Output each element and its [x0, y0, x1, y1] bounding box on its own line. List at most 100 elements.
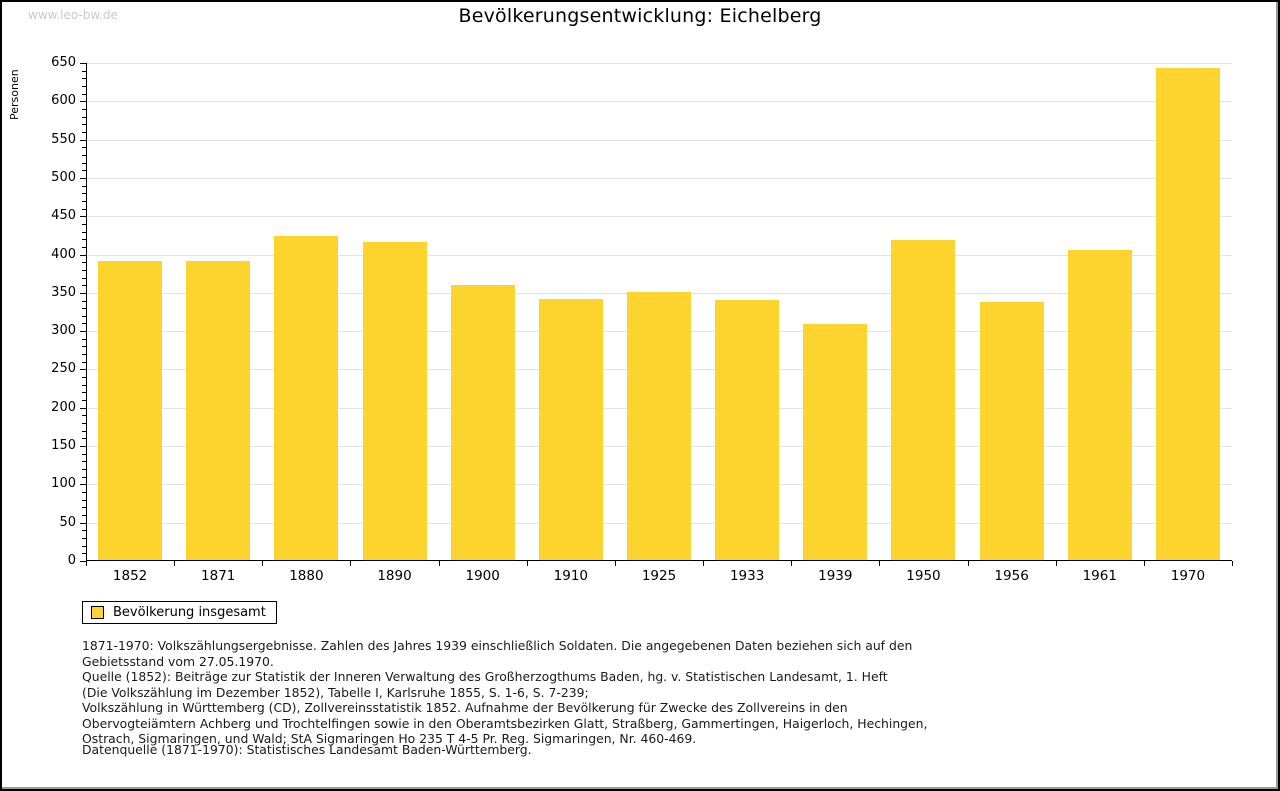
y-axis-minor-tick: [82, 377, 86, 379]
x-axis-tick: [262, 561, 264, 566]
x-axis-category-label: 1933: [729, 568, 765, 584]
y-axis-minor-tick: [82, 193, 86, 195]
y-axis-minor-tick: [82, 461, 86, 463]
bar: [98, 260, 163, 560]
y-axis-tick-label: 400: [51, 246, 76, 262]
x-axis-category-label: 1939: [818, 568, 853, 584]
footnotes: 1871-1970: Volkszählungsergebnisse. Zahl…: [82, 638, 927, 747]
y-axis-tick: [80, 522, 86, 524]
y-axis-tick: [80, 561, 86, 562]
y-axis-minor-tick: [82, 469, 86, 471]
x-axis-tick: [438, 561, 440, 566]
y-axis-tick: [80, 331, 86, 333]
y-axis-minor-tick: [82, 346, 86, 348]
y-axis-tick-label: 600: [51, 93, 76, 109]
plot-area: 0 50 100 150 200 250 300 350 400 450 500 550 600 650 1…: [51, 55, 1233, 584]
x-axis-category-label: 1852: [112, 568, 148, 584]
footnote-line: Gebietsstand vom 27.05.1970.: [82, 653, 274, 669]
bar: [538, 298, 603, 560]
y-axis-minor-tick: [82, 354, 86, 356]
y-axis-minor-tick: [82, 476, 86, 478]
y-axis-minor-tick: [82, 553, 86, 555]
y-axis-tick-label: 50: [59, 514, 76, 530]
y-axis-tick: [80, 139, 86, 141]
y-axis-minor-tick: [82, 154, 86, 156]
y-axis-minor-tick: [82, 93, 86, 95]
y-axis-minor-tick: [82, 277, 86, 279]
y-axis-minor-tick: [82, 285, 86, 287]
footnote-line: Quelle (1852): Beiträge zur Statistik de…: [82, 669, 888, 684]
y-axis-minor-tick: [82, 162, 86, 164]
y-axis-tick-label: 150: [51, 438, 76, 454]
footnote-line: 1871-1970: Volkszählungsergebnisse. Zahl…: [82, 638, 913, 653]
y-axis-tick-label: 450: [51, 208, 76, 224]
y-axis-minor-tick: [82, 108, 86, 110]
watermark: www.leo-bw.de: [28, 8, 118, 22]
y-axis-tick-label: 0: [67, 553, 76, 568]
x-axis-category-label: 1961: [1082, 568, 1117, 584]
y-axis-minor-tick: [82, 85, 86, 87]
y-axis-minor-tick: [82, 78, 86, 80]
footnote-line: Obervogteiämtern Achberg und Trochtelfin…: [82, 715, 928, 731]
y-axis-minor-tick: [82, 269, 86, 271]
y-axis-minor-tick: [82, 124, 86, 126]
y-axis-minor-tick: [82, 361, 86, 363]
y-axis-tick: [80, 63, 86, 64]
y-axis-tick-label: 650: [51, 55, 76, 70]
y-axis-tick-label: 100: [51, 476, 76, 492]
y-axis-tick: [80, 177, 86, 179]
y-axis-minor-tick: [82, 200, 86, 202]
x-axis-tick: [703, 561, 705, 566]
bar: [186, 260, 251, 560]
footnote-line: Ostrach, Sigmaringen, und Wald; StA Sigm…: [82, 731, 697, 746]
y-axis-minor-tick: [82, 116, 86, 118]
x-axis-category-label: 1950: [906, 568, 941, 584]
y-axis-title: Personen: [8, 69, 21, 120]
x-axis-category-label: 1970: [1170, 568, 1206, 584]
x-axis-tick: [614, 561, 616, 566]
x-axis-tick: [791, 561, 793, 566]
bar: [627, 292, 691, 560]
bar: [450, 285, 515, 560]
y-axis-minor-tick: [82, 300, 86, 302]
y-axis-minor-tick: [82, 208, 86, 210]
y-axis-minor-tick: [82, 231, 86, 233]
y-axis-minor-tick: [82, 423, 86, 425]
y-axis-minor-tick: [82, 507, 86, 509]
x-axis-category-label: 1925: [641, 568, 677, 584]
bar: [1155, 68, 1220, 560]
x-axis-category-label: 1871: [201, 568, 236, 584]
x-axis-tick: [1055, 561, 1057, 566]
bar: [979, 302, 1044, 560]
bar: [715, 299, 780, 560]
y-axis-minor-tick: [82, 515, 86, 517]
y-axis-tick: [80, 101, 86, 103]
bar: [1067, 249, 1132, 560]
y-axis-minor-tick: [82, 147, 86, 149]
y-axis-minor-tick: [82, 315, 86, 317]
y-axis-minor-tick: [82, 170, 86, 172]
gridline: [86, 101, 1232, 103]
legend-swatch-icon: [91, 606, 104, 619]
y-axis-minor-tick: [82, 415, 86, 417]
x-axis-tick: [350, 561, 352, 566]
bar: [803, 324, 868, 560]
x-axis-category-label: 1880: [289, 568, 324, 584]
bar: [274, 236, 339, 560]
bar: [891, 239, 956, 560]
y-axis-tick: [80, 484, 86, 486]
gridline: [86, 63, 1232, 64]
y-axis-tick: [80, 254, 86, 256]
y-axis-minor-tick: [82, 499, 86, 501]
legend-label: Bevölkerung insgesamt: [113, 605, 266, 620]
y-axis-minor-tick: [82, 185, 86, 187]
chart-title: Bevölkerungsentwicklung: Eichelberg: [458, 5, 822, 27]
y-axis-tick-label: 550: [51, 131, 76, 147]
y-axis-tick-label: 500: [51, 169, 76, 185]
y-axis-minor-tick: [82, 530, 86, 532]
gridline: [86, 139, 1232, 141]
y-axis-tick-label: 300: [51, 323, 76, 339]
y-axis-minor-tick: [82, 384, 86, 386]
x-axis-category-label: 1956: [994, 568, 1029, 584]
